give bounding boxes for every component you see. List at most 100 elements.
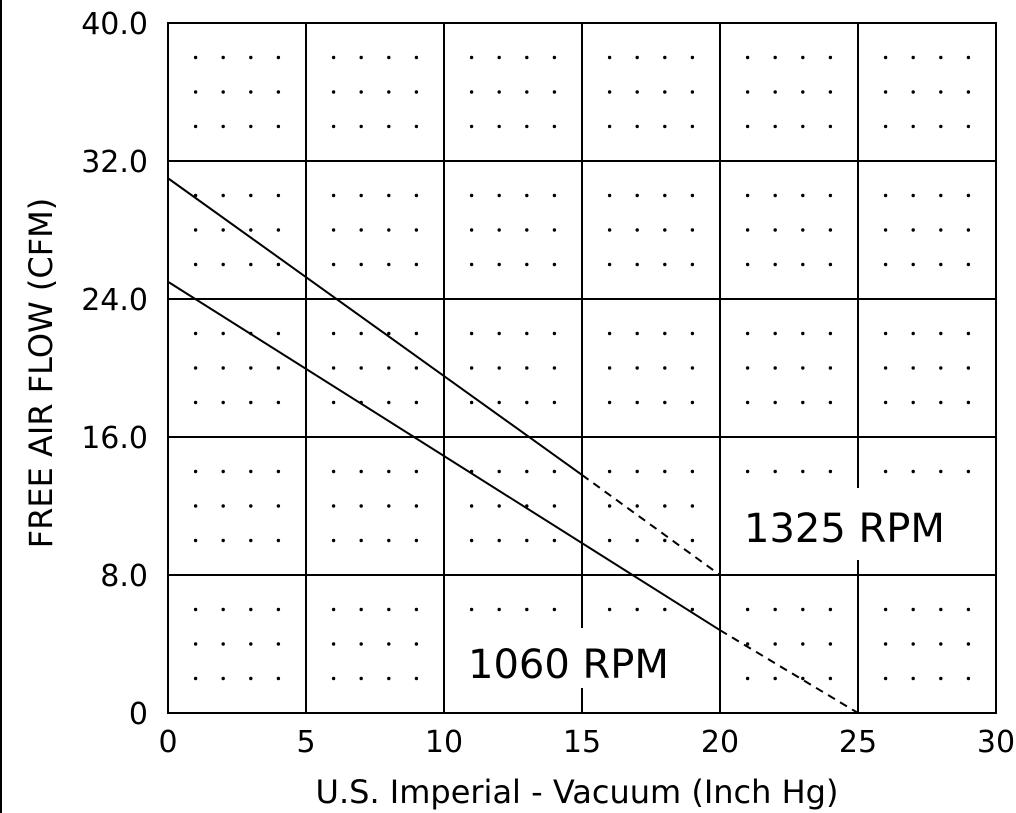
grid-dot — [828, 400, 833, 405]
grid-dot — [469, 607, 474, 612]
grid-dot — [497, 504, 501, 508]
grid-dot — [801, 607, 805, 612]
grid-dot — [966, 642, 971, 646]
grid-dot — [663, 124, 667, 129]
grid-dot — [745, 676, 750, 681]
grid-dot — [801, 400, 805, 405]
grid-dot — [966, 469, 971, 474]
grid-dot — [249, 400, 253, 405]
grid-dot — [911, 55, 915, 60]
grid-dot — [497, 469, 501, 474]
grid-dot — [276, 193, 281, 198]
grid-dot — [276, 469, 281, 474]
grid-dot — [801, 366, 805, 370]
grid-dot — [745, 262, 750, 267]
grid-dot — [773, 90, 777, 94]
grid-dot — [801, 228, 805, 232]
grid-dot — [801, 90, 805, 94]
grid-dot — [607, 469, 612, 474]
grid-dot — [193, 228, 198, 232]
grid-dot — [193, 538, 198, 543]
grid-dot — [883, 55, 888, 60]
grid-dot — [828, 90, 833, 94]
series-line-solid — [167, 280, 721, 632]
grid-dot — [773, 228, 777, 232]
grid-dot — [883, 400, 888, 405]
grid-dot — [331, 90, 336, 94]
grid-dot — [607, 331, 612, 336]
grid-dot — [221, 124, 225, 129]
grid-dot — [221, 504, 225, 508]
y-tick-label: 8.0 — [100, 559, 148, 594]
grid-dot — [469, 366, 474, 370]
grid-dot — [276, 400, 281, 405]
grid-dot — [414, 366, 419, 370]
grid-dot — [828, 676, 833, 681]
grid-lines — [168, 23, 996, 713]
grid-dot — [414, 90, 419, 94]
grid-dot — [414, 504, 419, 508]
dot-grid — [193, 55, 971, 681]
grid-dot — [745, 469, 750, 474]
grid-dot — [414, 228, 419, 232]
grid-dot — [469, 538, 474, 543]
grid-dot — [773, 469, 777, 474]
grid-dot — [828, 642, 833, 646]
grid-dot — [663, 228, 667, 232]
grid-dot — [745, 193, 750, 198]
grid-dot — [331, 366, 336, 370]
grid-dot — [497, 366, 501, 370]
grid-dot — [276, 55, 281, 60]
grid-dot — [552, 55, 557, 60]
grid-dot — [966, 228, 971, 232]
grid-dot — [469, 55, 474, 60]
grid-dot — [745, 124, 750, 129]
grid-dot — [607, 228, 612, 232]
grid-dot — [911, 676, 915, 681]
grid-dot — [635, 504, 639, 508]
grid-dot — [607, 262, 612, 267]
grid-dot — [387, 193, 391, 198]
grid-dot — [635, 124, 639, 129]
grid-dot — [883, 607, 888, 612]
grid-dot — [745, 366, 750, 370]
grid-dot — [607, 366, 612, 370]
grid-dot — [525, 469, 529, 474]
grid-dot — [359, 193, 363, 198]
grid-dot — [745, 90, 750, 94]
grid-dot — [469, 90, 474, 94]
grid-dot — [801, 262, 805, 267]
grid-dot — [359, 331, 363, 336]
grid-dot — [911, 193, 915, 198]
grid-dot — [359, 55, 363, 60]
grid-dot — [939, 193, 943, 198]
grid-dot — [828, 331, 833, 336]
grid-dot — [911, 228, 915, 232]
grid-dot — [469, 228, 474, 232]
grid-dot — [663, 400, 667, 405]
grid-dot — [911, 262, 915, 267]
grid-dot — [387, 55, 391, 60]
grid-dot — [966, 124, 971, 129]
grid-dot — [249, 469, 253, 474]
grid-dot — [359, 676, 363, 681]
grid-dot — [359, 90, 363, 94]
grid-dot — [745, 331, 750, 336]
grid-dot — [690, 90, 695, 94]
grid-dot — [276, 642, 281, 646]
grid-dot — [745, 55, 750, 60]
grid-dot — [331, 262, 336, 267]
grid-dot — [828, 193, 833, 198]
series-line-dashed — [581, 474, 721, 576]
grid-dot — [525, 331, 529, 336]
grid-dot — [911, 124, 915, 129]
grid-dot — [635, 262, 639, 267]
grid-dot — [552, 193, 557, 198]
grid-dot — [966, 366, 971, 370]
grid-dot — [801, 55, 805, 60]
grid-dot — [828, 469, 833, 474]
grid-dot — [663, 193, 667, 198]
grid-dot — [387, 469, 391, 474]
grid-dot — [773, 642, 777, 646]
grid-dot — [745, 607, 750, 612]
